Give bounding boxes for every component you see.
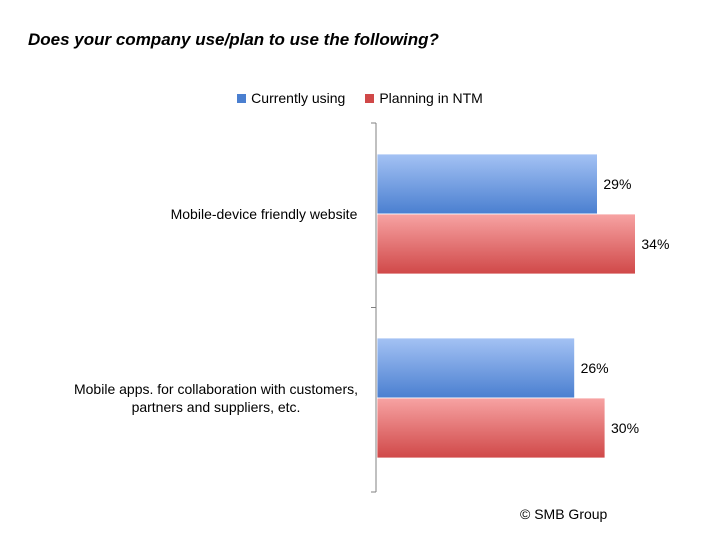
data-label-currently-using-2: 26% xyxy=(581,360,609,376)
legend-label-currently-using: Currently using xyxy=(251,90,346,106)
data-label-planning-in-ntm-1: 34% xyxy=(641,236,669,252)
category-label-1: Mobile-device friendly website xyxy=(171,206,358,222)
legend-item-planning-in-ntm: Planning in NTM xyxy=(365,90,483,106)
category-label-2: Mobile apps. for collaboration with cust… xyxy=(74,381,358,415)
legend-swatch-currently-using xyxy=(237,93,247,103)
chart-title: Does your company use/plan to use the fo… xyxy=(28,30,439,49)
legend-swatch-planning-in-ntm xyxy=(365,93,375,103)
bar-planning-in-ntm-2 xyxy=(376,397,606,459)
chart-legend: Currently using Planning in NTM xyxy=(0,90,720,106)
data-label-currently-using-1: 29% xyxy=(603,176,631,192)
category-label-2-line-2: partners and suppliers, etc. xyxy=(132,399,301,415)
category-label-1-line-1: Mobile-device friendly website xyxy=(171,206,358,222)
credit-text: © SMB Group xyxy=(520,506,608,522)
legend-item-currently-using: Currently using xyxy=(237,90,345,106)
bar-currently-using-2 xyxy=(376,337,576,399)
category-label-2-line-1: Mobile apps. for collaboration with cust… xyxy=(74,381,358,397)
data-label-planning-in-ntm-2: 30% xyxy=(611,420,639,436)
bar-planning-in-ntm-1 xyxy=(376,213,636,275)
legend-label-planning-in-ntm: Planning in NTM xyxy=(379,90,483,106)
bar-currently-using-1 xyxy=(376,153,598,215)
